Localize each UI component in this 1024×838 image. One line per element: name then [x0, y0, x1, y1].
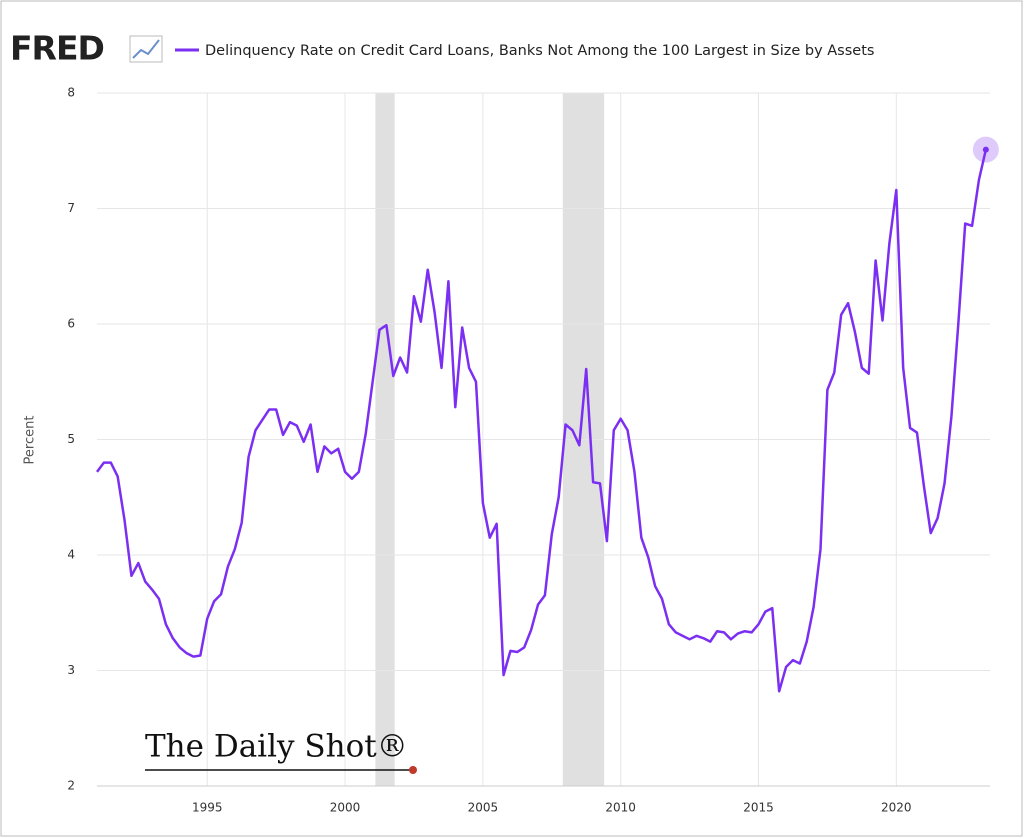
x-tick-label: 2010	[605, 801, 636, 815]
y-tick-label: 8	[67, 86, 75, 100]
watermark: The Daily Shot®	[145, 729, 408, 765]
x-tick-label: 2020	[881, 801, 912, 815]
y-tick-label: 6	[67, 317, 75, 331]
x-tick-label: 2015	[743, 801, 774, 815]
last-point	[982, 146, 989, 153]
x-tick-label: 2005	[468, 801, 499, 815]
y-axis-label: Percent	[23, 416, 38, 465]
y-tick-label: 2	[67, 779, 75, 793]
legend-label: Delinquency Rate on Credit Card Loans, B…	[205, 43, 874, 59]
y-tick-label: 7	[67, 201, 75, 215]
watermark-dot	[409, 766, 417, 774]
y-tick-label: 3	[67, 663, 75, 677]
y-tick-label: 5	[67, 432, 75, 446]
plot-area: 2 3 4 5 6 7 8 1995 2000 2005 2010 2015 2020	[67, 86, 999, 815]
x-tick-label: 1995	[192, 801, 223, 815]
y-tick-label: 4	[67, 548, 75, 562]
logo-icon	[129, 35, 163, 63]
data-line	[95, 149, 988, 693]
logo: FRED	[10, 29, 104, 68]
x-tick-label: 2000	[330, 801, 361, 815]
